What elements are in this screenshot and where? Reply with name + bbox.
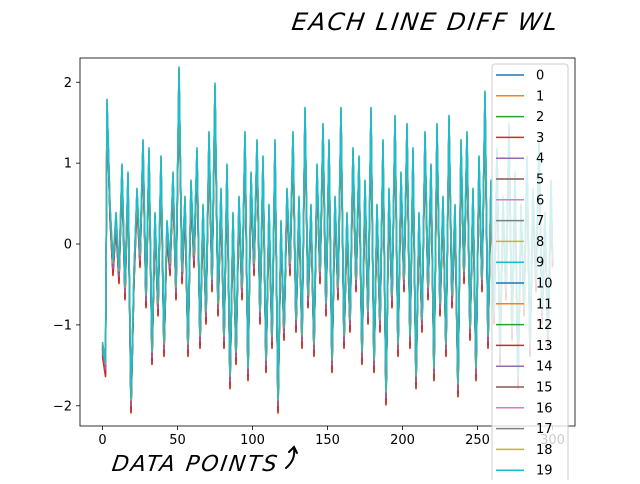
legend-label: 2: [536, 110, 544, 125]
legend-label: 3: [536, 131, 544, 146]
y-tick-label: 2: [64, 76, 72, 91]
series-line-19: [101, 66, 554, 400]
legend-label: 7: [536, 214, 544, 229]
x-tick-label: 50: [169, 433, 186, 448]
legend-label: 13: [536, 339, 553, 354]
legend-label: 0: [536, 69, 544, 84]
y-tick-label: 1: [64, 157, 72, 172]
x-tick-label: 200: [390, 433, 415, 448]
legend-label: 4: [536, 152, 544, 167]
legend-label: 9: [536, 256, 544, 271]
handwritten-title: EACH LINE DIFF WL: [290, 8, 562, 36]
y-tick-label: 0: [64, 238, 72, 253]
legend-label: 17: [536, 422, 553, 437]
x-tick-label: 0: [98, 433, 106, 448]
y-tick-label: −2: [53, 399, 72, 414]
x-tick-label: 250: [465, 433, 490, 448]
legend-label: 15: [536, 381, 553, 396]
x-tick-label: 100: [240, 433, 265, 448]
legend-label: 10: [536, 277, 553, 292]
legend-label: 6: [536, 193, 544, 208]
legend-label: 19: [536, 464, 553, 479]
legend-box: [491, 63, 569, 484]
handwritten-xlabel: DATA POINTS: [110, 452, 281, 477]
series-lines: [101, 66, 554, 414]
legend-label: 18: [536, 443, 553, 458]
handwritten-arrow-icon: [285, 445, 298, 469]
legend-label: 12: [536, 318, 553, 333]
legend-label: 14: [536, 360, 553, 375]
legend-label: 8: [536, 235, 544, 250]
x-tick-label: 150: [315, 433, 340, 448]
legend-label: 16: [536, 401, 553, 416]
y-tick-label: −1: [53, 318, 72, 333]
legend-label: 11: [536, 297, 553, 312]
legend-label: 5: [536, 173, 544, 188]
legend-label: 1: [536, 89, 544, 104]
